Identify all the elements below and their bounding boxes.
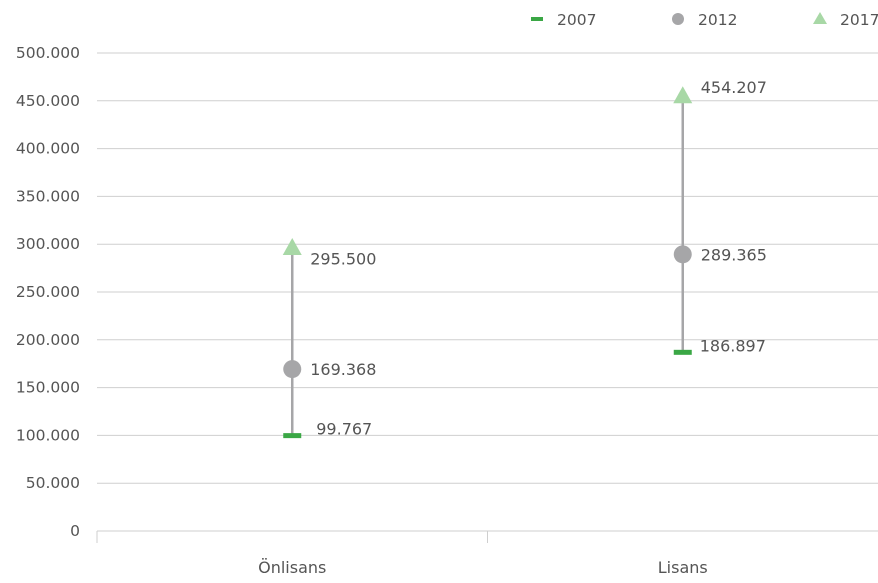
y-tick-label: 200.000 xyxy=(16,331,80,349)
marker-triangle[interactable] xyxy=(282,237,302,255)
y-tick-label: 50.000 xyxy=(26,474,80,492)
y-tick-label: 400.000 xyxy=(16,140,80,158)
data-label: 289.365 xyxy=(701,245,767,264)
legend-label: 2007 xyxy=(557,11,596,29)
y-tick-label: 0 xyxy=(70,522,80,540)
legend-label: 2012 xyxy=(698,11,737,29)
marker-circle[interactable] xyxy=(673,245,692,264)
legend-label: 2017 xyxy=(840,11,878,29)
y-tick-label: 100.000 xyxy=(16,426,80,444)
legend-item-2012[interactable]: 2012 xyxy=(672,11,737,29)
data-label: 99.767 xyxy=(316,420,372,439)
data-label: 454.207 xyxy=(701,78,767,97)
legend-swatch xyxy=(672,13,684,25)
grid-lines xyxy=(97,52,878,532)
legend-item-2017[interactable]: 2017 xyxy=(813,11,878,29)
x-tick-label: Önlisans xyxy=(258,558,326,577)
data-markers xyxy=(282,86,693,439)
x-tick-label: Lisans xyxy=(658,558,708,577)
x-axis: Önlisans Lisans xyxy=(96,531,708,577)
y-axis-tick-labels: 0 50.000 100.000 150.000 200.000 250.000 300.0… xyxy=(16,44,80,540)
y-tick-label: 350.000 xyxy=(16,187,80,205)
marker-dash[interactable] xyxy=(673,349,692,355)
data-labels: 99.767 186.897 169.368 289.365 295.500 454.20… xyxy=(310,78,767,439)
data-label: 186.897 xyxy=(700,336,766,355)
y-tick-label: 250.000 xyxy=(16,283,80,301)
legend-swatch xyxy=(531,17,543,21)
marker-dash[interactable] xyxy=(283,433,302,439)
y-tick-label: 450.000 xyxy=(16,92,80,110)
marker-triangle[interactable] xyxy=(673,86,693,104)
y-tick-label: 500.000 xyxy=(16,44,80,62)
marker-circle[interactable] xyxy=(283,360,302,379)
connector-lines xyxy=(291,96,684,436)
data-label: 169.368 xyxy=(310,360,376,379)
legend-item-2007[interactable]: 2007 xyxy=(531,11,596,29)
legend[interactable]: 2007 2012 2017 xyxy=(531,11,878,29)
legend-swatch xyxy=(813,12,827,24)
y-tick-label: 150.000 xyxy=(16,379,80,397)
y-tick-label: 300.000 xyxy=(16,235,80,253)
data-label: 295.500 xyxy=(310,250,376,269)
